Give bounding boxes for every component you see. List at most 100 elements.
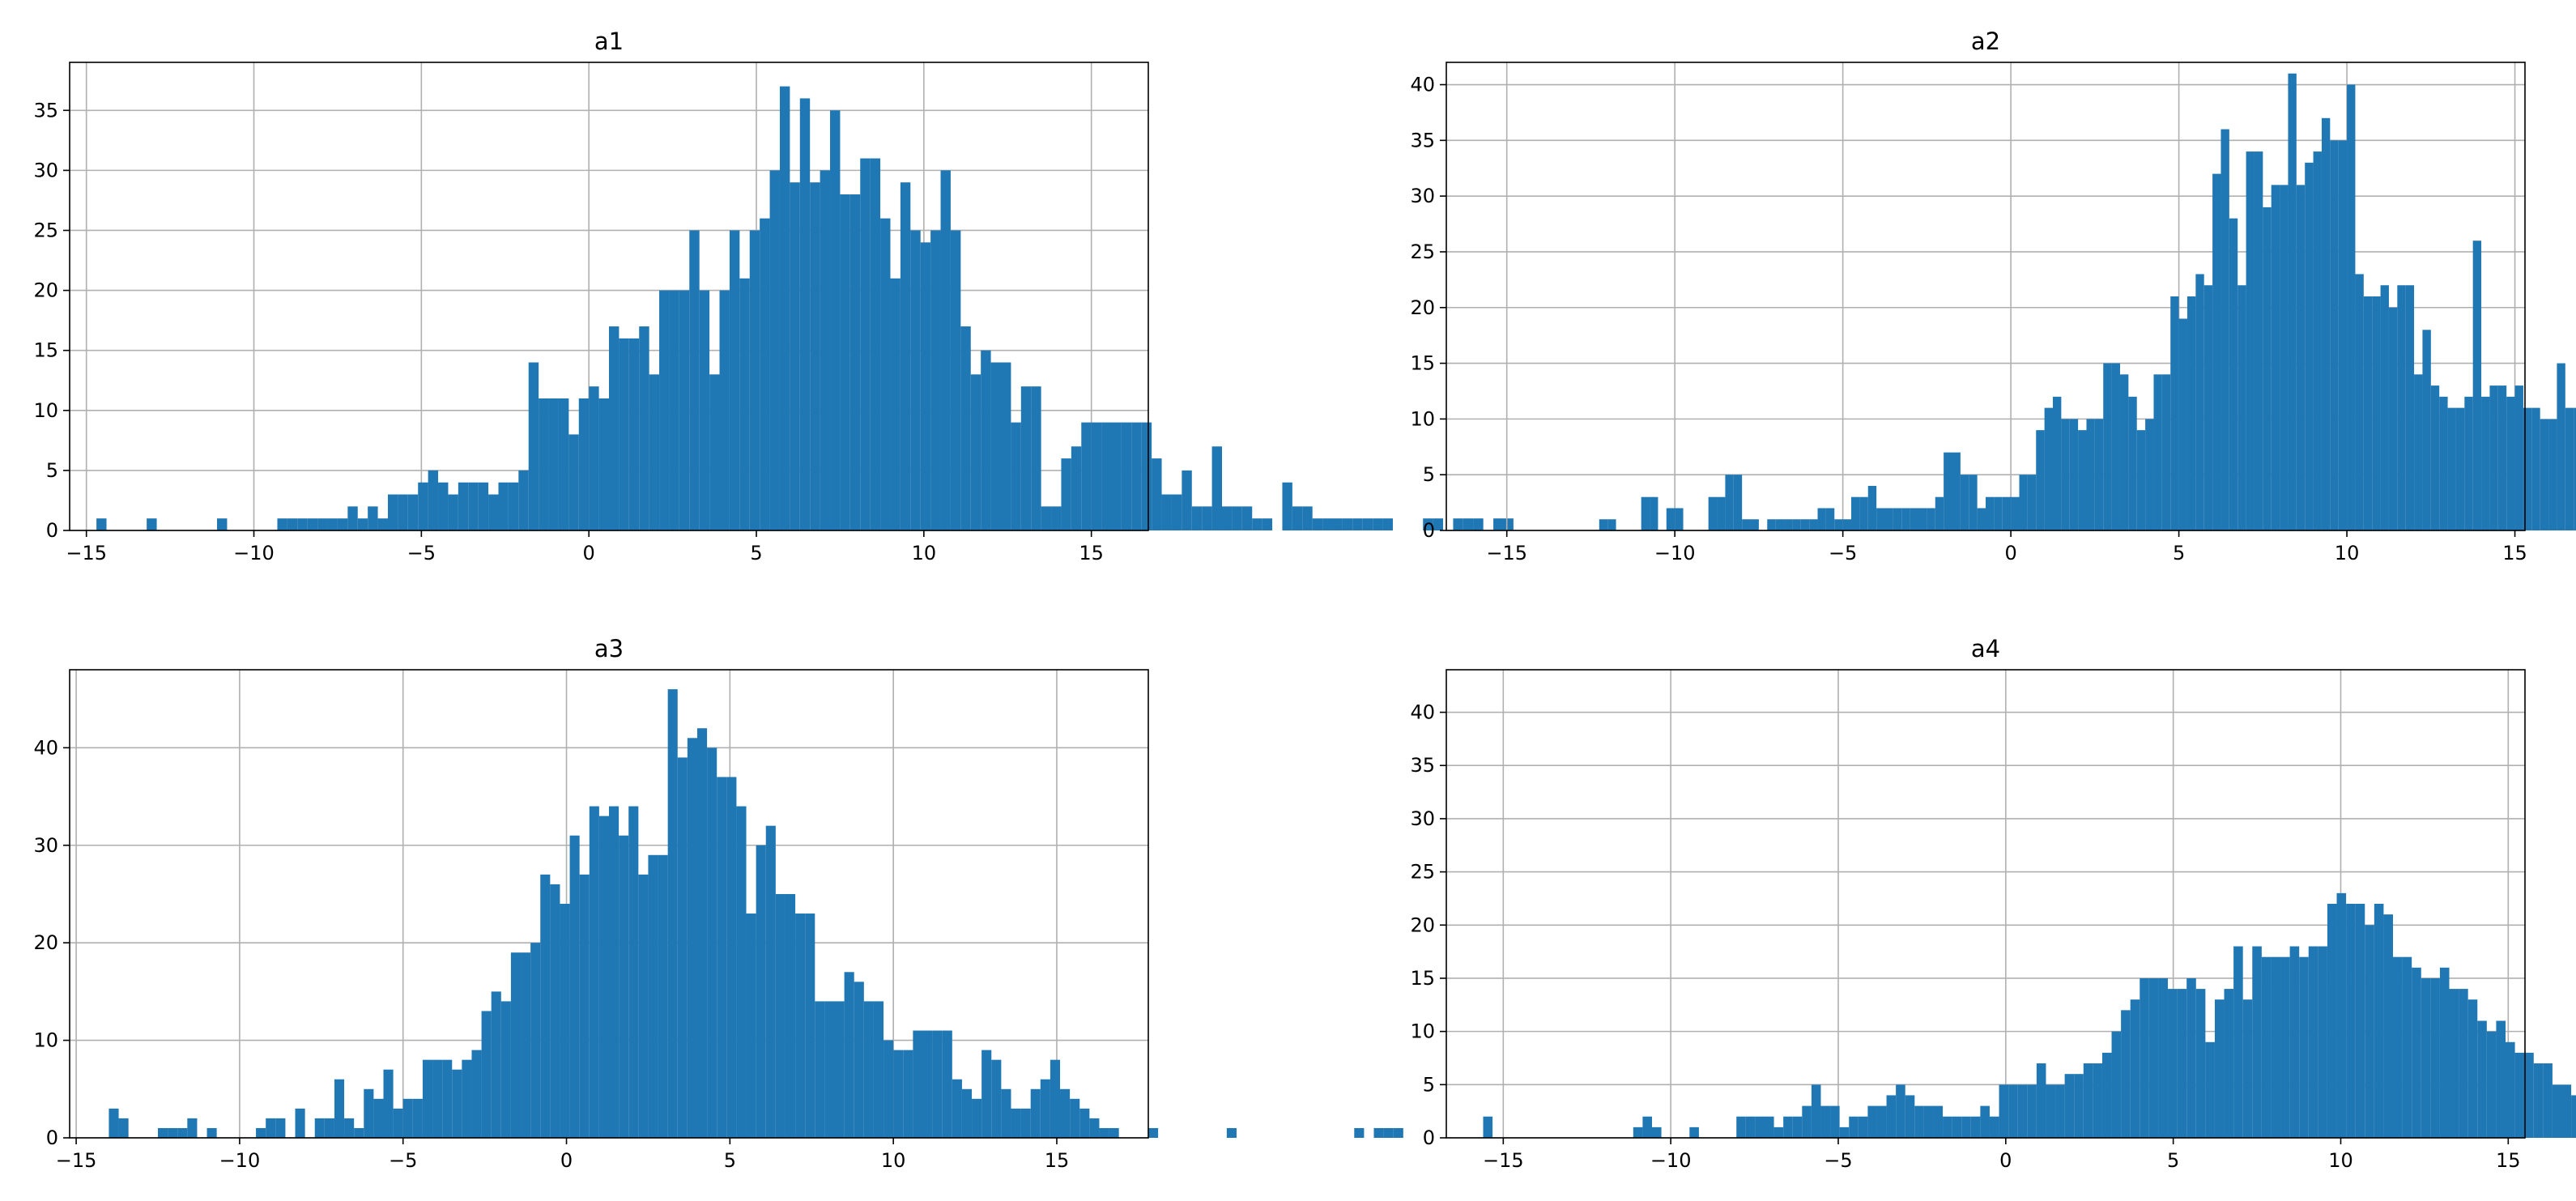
histogram-bar [530, 943, 541, 1138]
histogram-bar [2514, 385, 2523, 530]
histogram-bar [2229, 218, 2238, 530]
histogram-bar [1152, 458, 1162, 530]
axes-frame [69, 669, 1149, 1139]
histogram-bar [1599, 519, 1608, 530]
histogram-bar [2455, 407, 2465, 530]
histogram-bar [1849, 1116, 1859, 1138]
histogram-bar [1784, 519, 1793, 530]
histogram-bar [729, 230, 740, 530]
histogram-bar [2203, 285, 2213, 530]
histogram-bar [1483, 1116, 1493, 1138]
histogram-bar [2430, 385, 2440, 530]
histogram-bar [1282, 482, 1292, 530]
x-tick-label: 0 [2004, 542, 2016, 564]
x-tick-label: 0 [583, 542, 595, 564]
histogram-bar [1433, 518, 1444, 530]
histogram-bar [952, 1079, 962, 1138]
histogram-bar [1001, 1088, 1011, 1138]
histogram-bar [598, 398, 609, 530]
histogram-bar [2481, 396, 2490, 530]
histogram-bar [824, 1001, 835, 1138]
histogram-bar [1241, 506, 1253, 530]
histogram-bar [1493, 518, 1504, 530]
y-tick-label: 10 [33, 399, 58, 422]
histogram-bar [438, 482, 449, 530]
histogram-bar [1050, 1059, 1061, 1138]
histogram-bar [1999, 1084, 2009, 1138]
histogram-bar [2083, 1063, 2093, 1138]
histogram-bar [1876, 1105, 1887, 1138]
histogram-bar [2318, 946, 2327, 1138]
histogram-bar [1302, 506, 1313, 530]
histogram-bar [1633, 1126, 1643, 1138]
histogram-panel-a3: −15 −10 −5 0 5 10 15 0 10 20 30 40 a3 [33, 635, 1403, 1172]
histogram-bar [357, 518, 368, 530]
histogram-bar [1393, 1127, 1403, 1138]
histogram-bar [1994, 496, 2003, 530]
histogram-bar [2557, 363, 2565, 530]
histogram-bar [2514, 1052, 2525, 1138]
y-tick-label: 30 [1410, 807, 1435, 830]
x-tick-label: 0 [560, 1149, 573, 1172]
histogram-bar [422, 1059, 433, 1138]
histogram-bar [765, 825, 776, 1138]
histogram-bar [1867, 485, 1877, 530]
histogram-bar [1131, 422, 1142, 530]
chart-title: a2 [1971, 28, 2000, 55]
histogram-bar [1858, 1116, 1868, 1138]
histogram-bar [373, 1098, 384, 1138]
y-tick-label: 15 [1410, 967, 1435, 990]
x-tick-label: −15 [1486, 542, 1527, 564]
histogram-bar [327, 518, 338, 530]
histogram-bar [658, 854, 668, 1138]
histogram-bar [2252, 946, 2262, 1138]
histogram-bar [785, 893, 796, 1138]
histogram-bar [442, 1059, 453, 1138]
histogram-bar [960, 326, 971, 530]
histogram-bar [2489, 385, 2498, 530]
histogram-bar [1725, 475, 1734, 530]
histogram-bar [2296, 185, 2306, 530]
histogram-bar [834, 1001, 845, 1138]
histogram-bar [1742, 519, 1751, 530]
histogram-bar [1503, 518, 1514, 530]
histogram-bar [2205, 1041, 2215, 1138]
histogram-bar [1000, 362, 1011, 530]
x-tick-label: 5 [2173, 542, 2185, 564]
x-tick-label: −10 [1650, 1149, 1692, 1172]
histogram-bar [2561, 1084, 2572, 1138]
y-tick-label: 10 [33, 1029, 58, 1052]
histogram-bar [1961, 1116, 1971, 1138]
histogram-bar [2036, 430, 2045, 530]
histogram-bar [1666, 508, 1675, 530]
histogram-bar [903, 1050, 913, 1138]
histogram-bar [2412, 967, 2421, 1138]
histogram-bar [2027, 475, 2037, 530]
histogram-bar [1373, 1127, 1384, 1138]
histogram-bar [2271, 185, 2280, 530]
histogram-bar [2533, 1063, 2544, 1138]
histogram-bar [462, 1059, 472, 1138]
histogram-bar [2130, 999, 2140, 1138]
histogram-bar [639, 326, 649, 530]
x-tick-label: 5 [724, 1149, 736, 1172]
histogram-bar [2177, 989, 2187, 1138]
histogram-bar [970, 374, 981, 530]
histogram-bar [2439, 396, 2448, 530]
histogram-bar [2477, 1020, 2487, 1138]
histogram-bar [2044, 407, 2053, 530]
histogram-bar [1811, 1084, 1821, 1138]
histogram-bar [2321, 117, 2331, 531]
histogram-bar [2019, 475, 2028, 530]
histogram-bar [687, 738, 697, 1138]
histogram-bar [1182, 470, 1192, 530]
histogram-bar [719, 290, 730, 530]
axes-frame [1446, 62, 2526, 531]
histogram-bar [1859, 496, 1868, 530]
histogram-bar [2330, 140, 2339, 531]
histogram-bar [2405, 285, 2415, 530]
histogram-bar [217, 518, 228, 530]
histogram-bar [2472, 241, 2482, 530]
histogram-bar [1081, 422, 1092, 530]
histogram-bar [1232, 506, 1242, 530]
